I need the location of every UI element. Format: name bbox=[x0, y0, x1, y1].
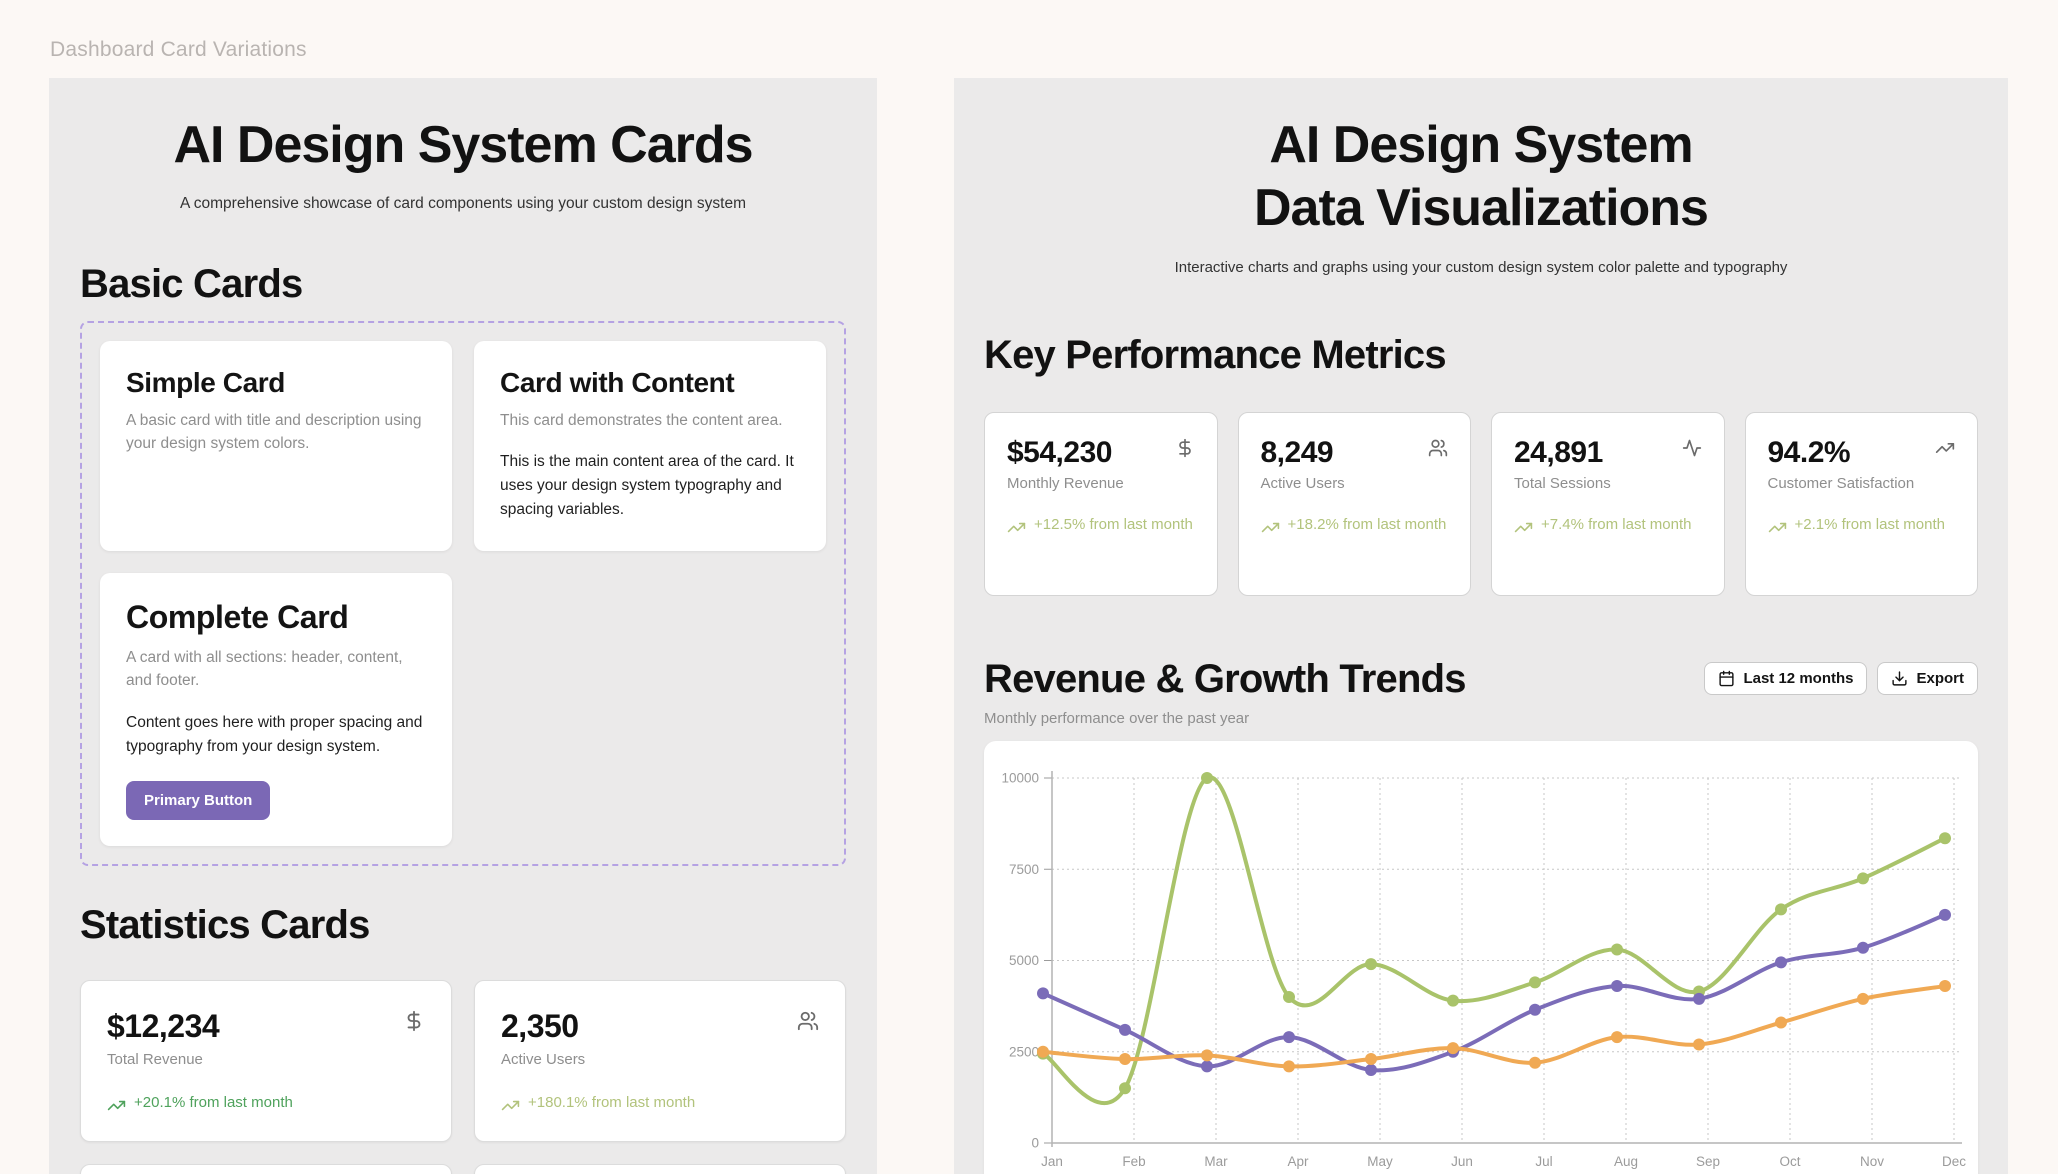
trending-up-icon bbox=[1007, 518, 1026, 537]
trends-chart-card: 0 2500 5000 7500 10000 Jan Feb Mar Apr May Jun Jul A… bbox=[984, 740, 1978, 1174]
users-icon bbox=[797, 1010, 819, 1032]
svg-text:Jul: Jul bbox=[1535, 1154, 1552, 1169]
card-description: A basic card with title and description … bbox=[126, 412, 422, 453]
right-panel-title-line2: Data Visualizations bbox=[1254, 179, 1709, 238]
simple-card: Simple Card A basic card with title and … bbox=[100, 341, 452, 552]
trends-header: Revenue & Growth Trends Monthly performa… bbox=[984, 656, 1978, 727]
svg-text:Jun: Jun bbox=[1451, 1154, 1473, 1169]
basic-cards-heading: Basic Cards bbox=[80, 262, 303, 307]
svg-text:Jan: Jan bbox=[1041, 1154, 1063, 1169]
export-button[interactable]: Export bbox=[1877, 661, 1978, 695]
card-content: This is the main content area of the car… bbox=[500, 453, 794, 519]
card-description: This card demonstrates the content area. bbox=[500, 412, 783, 430]
svg-text:Aug: Aug bbox=[1614, 1154, 1638, 1169]
basic-cards-container: Simple Card A basic card with title and … bbox=[80, 321, 846, 866]
left-panel-title: AI Design System Cards bbox=[173, 116, 753, 174]
card-with-content: Card with Content This card demonstrates… bbox=[474, 341, 826, 552]
card-title: Complete Card bbox=[126, 599, 349, 636]
trending-up-icon bbox=[1261, 518, 1280, 537]
date-range-button[interactable]: Last 12 months bbox=[1704, 661, 1868, 695]
svg-text:Sep: Sep bbox=[1696, 1154, 1720, 1169]
svg-text:Dec: Dec bbox=[1942, 1154, 1966, 1169]
kpi-card-customer-satisfaction: 94.2% Customer Satisfaction +2.1% from l… bbox=[1744, 411, 1978, 596]
trending-up-icon bbox=[107, 1096, 126, 1115]
kpi-card-total-sessions: 24,891 Total Sessions +7.4% from last mo… bbox=[1491, 411, 1725, 596]
stat-card-rating-partial: 4.8 bbox=[474, 1164, 846, 1174]
kpi-card-monthly-revenue: $54,230 Monthly Revenue +12.5% from last… bbox=[984, 411, 1218, 596]
statistics-grid: $12,234 Total Revenue +20.1% from last m… bbox=[80, 979, 846, 1174]
svg-text:2500: 2500 bbox=[1009, 1044, 1039, 1059]
dollar-icon bbox=[1175, 438, 1195, 458]
download-icon bbox=[1891, 670, 1908, 687]
kpi-trend-text: +2.1% from last month bbox=[1794, 515, 1945, 533]
trends-heading: Revenue & Growth Trends bbox=[984, 656, 1467, 701]
trending-up-icon bbox=[501, 1096, 520, 1115]
date-range-label: Last 12 months bbox=[1743, 669, 1854, 687]
trending-up-icon bbox=[1935, 438, 1955, 458]
card-content: Content goes here with proper spacing an… bbox=[126, 713, 423, 755]
kpi-card-active-users: 8,249 Active Users +18.2% from last mont… bbox=[1237, 411, 1471, 596]
right-panel-title-line1: AI Design System bbox=[1269, 116, 1693, 174]
trending-up-icon bbox=[1514, 518, 1533, 537]
right-panel-title: AI Design System Data Visualizations bbox=[984, 114, 1978, 241]
stat-trend-text: +20.1% from last month bbox=[134, 1094, 293, 1112]
stat-value: $12,234 bbox=[107, 1007, 220, 1044]
right-panel-subtitle: Interactive charts and graphs using your… bbox=[1174, 258, 1788, 276]
kpi-label: Total Sessions bbox=[1514, 474, 1611, 492]
stat-value: 2,350 bbox=[501, 1007, 579, 1044]
kpi-trend-text: +18.2% from last month bbox=[1287, 515, 1447, 533]
svg-text:10000: 10000 bbox=[1001, 770, 1039, 785]
stat-label: Active Users bbox=[501, 1051, 586, 1069]
kpi-value: 94.2% bbox=[1767, 435, 1851, 469]
card-title: Card with Content bbox=[500, 367, 735, 399]
svg-text:Feb: Feb bbox=[1122, 1154, 1145, 1169]
primary-button[interactable]: Primary Button bbox=[126, 780, 271, 820]
svg-text:7500: 7500 bbox=[1009, 862, 1039, 877]
stat-card-active-users: 2,350 Active Users +180.1% from last mon… bbox=[474, 979, 846, 1143]
page-title: Dashboard Card Variations bbox=[50, 38, 307, 61]
stat-label: Total Revenue bbox=[107, 1051, 203, 1069]
card-title: Simple Card bbox=[126, 367, 285, 399]
cards-showcase-panel: AI Design System Cards A comprehensive s… bbox=[49, 78, 877, 1174]
stat-card-total-revenue: $12,234 Total Revenue +20.1% from last m… bbox=[80, 979, 452, 1143]
stat-trend-text: +180.1% from last month bbox=[528, 1094, 696, 1112]
dollar-icon bbox=[403, 1010, 425, 1032]
kpi-heading: Key Performance Metrics bbox=[984, 332, 1447, 377]
svg-text:Oct: Oct bbox=[1779, 1154, 1800, 1169]
svg-text:Mar: Mar bbox=[1204, 1154, 1228, 1169]
kpi-value: $54,230 bbox=[1007, 435, 1112, 469]
visualizations-panel: AI Design System Data Visualizations Int… bbox=[954, 78, 2008, 1174]
calendar-icon bbox=[1718, 670, 1735, 687]
trends-subtitle: Monthly performance over the past year bbox=[984, 709, 1250, 727]
trending-up-icon bbox=[1768, 518, 1787, 537]
stat-card-sessions-partial: 12,234 bbox=[80, 1164, 452, 1174]
users-icon bbox=[1428, 438, 1448, 458]
export-label: Export bbox=[1916, 669, 1964, 687]
card-description: A card with all sections: header, conten… bbox=[126, 649, 403, 690]
kpi-value: 8,249 bbox=[1260, 435, 1334, 469]
svg-text:Apr: Apr bbox=[1287, 1154, 1309, 1169]
kpi-value: 24,891 bbox=[1514, 435, 1603, 469]
trends-chart: 0 2500 5000 7500 10000 Jan Feb Mar Apr May Jun Jul A… bbox=[1001, 770, 1966, 1169]
activity-icon bbox=[1682, 438, 1702, 458]
kpi-trend-text: +7.4% from last month bbox=[1541, 515, 1692, 533]
svg-text:Nov: Nov bbox=[1860, 1154, 1884, 1169]
kpi-label: Active Users bbox=[1260, 474, 1345, 492]
svg-text:May: May bbox=[1367, 1154, 1393, 1169]
complete-card: Complete Card A card with all sections: … bbox=[100, 573, 452, 846]
kpi-label: Customer Satisfaction bbox=[1767, 474, 1915, 492]
kpi-grid: $54,230 Monthly Revenue +12.5% from last… bbox=[984, 411, 1978, 596]
svg-text:0: 0 bbox=[1031, 1135, 1039, 1150]
kpi-trend-text: +12.5% from last month bbox=[1034, 515, 1193, 533]
statistics-cards-heading: Statistics Cards bbox=[80, 902, 370, 947]
left-panel-subtitle: A comprehensive showcase of card compone… bbox=[179, 195, 747, 213]
svg-text:5000: 5000 bbox=[1009, 953, 1039, 968]
kpi-label: Monthly Revenue bbox=[1007, 474, 1124, 492]
